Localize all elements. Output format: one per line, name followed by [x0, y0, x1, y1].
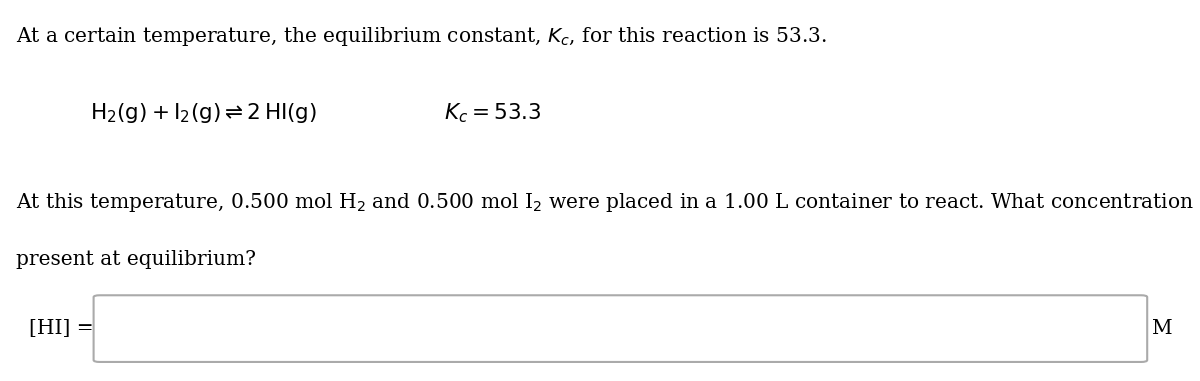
Text: present at equilibrium?: present at equilibrium? — [16, 250, 256, 269]
Text: $\mathrm{H_2(g) + I_2(g) \rightleftharpoons 2\,HI(g)}$: $\mathrm{H_2(g) + I_2(g) \rightleftharpo… — [90, 101, 317, 125]
Text: $K_c = 53.3$: $K_c = 53.3$ — [444, 101, 541, 125]
Text: At a certain temperature, the equilibrium constant, $K_c$, for this reaction is : At a certain temperature, the equilibriu… — [16, 25, 827, 48]
FancyBboxPatch shape — [94, 295, 1147, 362]
Text: At this temperature, 0.500 mol H$_2$ and 0.500 mol I$_2$ were placed in a 1.00 L: At this temperature, 0.500 mol H$_2$ and… — [16, 190, 1200, 213]
Text: [HI] =: [HI] = — [29, 319, 94, 338]
Text: M: M — [1152, 319, 1172, 338]
